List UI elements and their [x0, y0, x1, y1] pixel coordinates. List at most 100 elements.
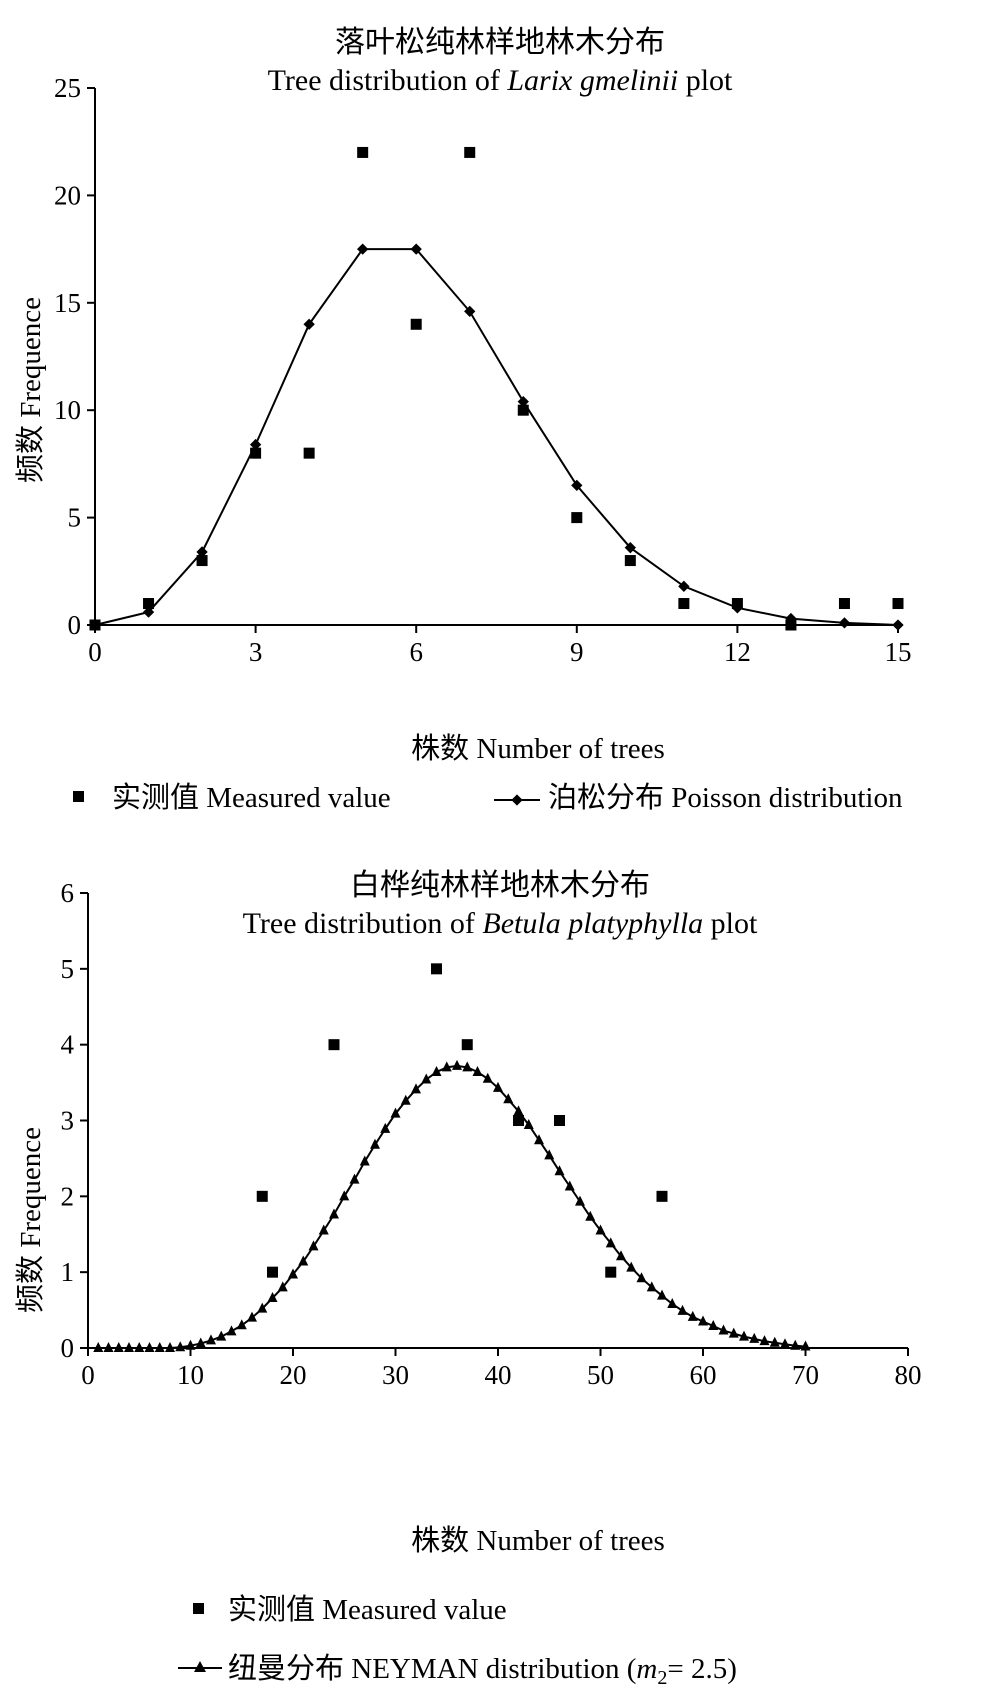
x-tick-label: 60: [690, 1360, 717, 1390]
neyman-point: [718, 1324, 729, 1335]
neyman-point: [421, 1073, 432, 1084]
neyman-point: [800, 1340, 811, 1351]
chart-2-legend: 实测值 Measured value 纽曼分布 NEYMAN distribut…: [178, 1593, 737, 1689]
neyman-point: [339, 1190, 350, 1201]
y-tick-label: 4: [61, 1030, 75, 1060]
neyman-point: [247, 1311, 257, 1322]
measured-point: [410, 318, 422, 330]
neyman-point: [236, 1319, 247, 1330]
neyman-point: [626, 1261, 637, 1272]
y-tick-label: 6: [61, 878, 75, 908]
neyman-point: [298, 1255, 309, 1266]
neyman-point: [534, 1134, 544, 1145]
poisson-point: [517, 395, 529, 408]
chart-2-legend-measured: 实测值 Measured value: [228, 1593, 507, 1626]
poisson-point: [410, 243, 422, 255]
neyman-point: [493, 1081, 503, 1092]
neyman-point: [390, 1107, 401, 1118]
x-tick-label: 20: [280, 1360, 307, 1390]
measured-point: [461, 1039, 473, 1051]
y-tick-label: 1: [61, 1257, 75, 1287]
neyman-point: [554, 1165, 565, 1176]
neyman-point: [575, 1195, 585, 1206]
poisson-point: [196, 546, 208, 558]
neyman-point: [769, 1336, 780, 1347]
neyman-point: [359, 1155, 370, 1166]
neyman-point: [144, 1342, 155, 1352]
neyman-point: [452, 1059, 462, 1070]
y-tick-label: 0: [68, 610, 82, 640]
neyman-point: [216, 1330, 227, 1341]
neyman-point: [595, 1224, 606, 1235]
neyman-point: [93, 1342, 104, 1352]
chart-1: 落叶松纯林样地林木分布 Tree distribution of Larix g…: [14, 26, 912, 814]
x-tick-label: 6: [409, 637, 423, 667]
neyman-point: [544, 1149, 555, 1160]
measured-point: [89, 619, 101, 631]
neyman-point: [175, 1341, 186, 1352]
neyman-point: [780, 1338, 790, 1349]
x-tick-label: 30: [382, 1360, 409, 1390]
neyman-point: [513, 1105, 524, 1116]
measured-point: [196, 555, 208, 567]
chart-2: 白桦纯林样地林木分布 Tree distribution of Betula p…: [14, 869, 922, 1689]
y-tick-label: 3: [61, 1106, 75, 1136]
poisson-point: [303, 318, 315, 330]
neyman-point: [195, 1337, 206, 1348]
x-tick-label: 0: [81, 1360, 95, 1390]
neyman-point: [739, 1330, 749, 1341]
poisson-point: [357, 243, 369, 255]
measured-point: [328, 1039, 340, 1051]
measured-point: [431, 963, 442, 975]
poisson-point: [678, 580, 690, 592]
poisson-point: [142, 606, 155, 618]
y-tick-label: 0: [61, 1333, 75, 1363]
x-tick-label: 10: [177, 1360, 204, 1390]
y-tick-label: 10: [54, 395, 81, 425]
neyman-point: [206, 1334, 216, 1345]
neyman-point: [605, 1237, 616, 1248]
chart-2-x-axis-label: 株数 Number of trees: [411, 1524, 665, 1557]
neyman-point: [472, 1065, 483, 1076]
chart-1-legend-poisson: 泊松分布 Poisson distribution: [548, 781, 903, 814]
neyman-point: [677, 1304, 688, 1315]
neyman-point: [667, 1298, 678, 1309]
x-tick-label: 40: [485, 1360, 512, 1390]
measured-point: [143, 598, 155, 610]
chart-1-x-axis-label: 株数 Number of trees: [411, 732, 665, 765]
neyman-point: [441, 1061, 452, 1072]
chart-2-legend-neyman: 纽曼分布 NEYMAN distribution (m2= 2.5): [228, 1652, 737, 1689]
measured-point: [785, 619, 797, 631]
measured-point: [624, 555, 636, 567]
neyman-point: [288, 1268, 298, 1279]
neyman-point: [728, 1327, 739, 1338]
poisson-point: [892, 619, 904, 631]
neyman-point: [154, 1342, 165, 1352]
poisson-point: [624, 542, 636, 554]
neyman-point: [329, 1208, 339, 1219]
neyman-point: [124, 1342, 134, 1352]
chart-1-measured-series: [89, 146, 904, 631]
measured-point: [267, 1266, 278, 1278]
measured-point: [513, 1115, 524, 1126]
measured-point: [250, 447, 262, 459]
x-tick-label: 80: [895, 1360, 922, 1390]
neyman-point: [185, 1339, 196, 1350]
measured-point: [838, 598, 850, 610]
measured-point: [892, 598, 904, 610]
measured-point: [517, 404, 529, 416]
y-tick-label: 2: [61, 1181, 75, 1211]
neyman-point: [226, 1325, 237, 1336]
neyman-point: [523, 1119, 534, 1130]
y-tick-label: 25: [54, 73, 81, 103]
neyman-point: [349, 1173, 360, 1184]
measured-point: [656, 1190, 668, 1202]
measured-point: [731, 598, 743, 610]
legend-diamond-marker: [511, 794, 523, 806]
chart-2-subtitle: Tree distribution of Betula platyphylla …: [243, 907, 758, 940]
legend-square-marker: [193, 1603, 204, 1614]
measured-point: [571, 512, 583, 524]
chart-2-title: 白桦纯林样地林木分布: [350, 869, 650, 902]
chart-2-neyman-series: [93, 1059, 811, 1352]
